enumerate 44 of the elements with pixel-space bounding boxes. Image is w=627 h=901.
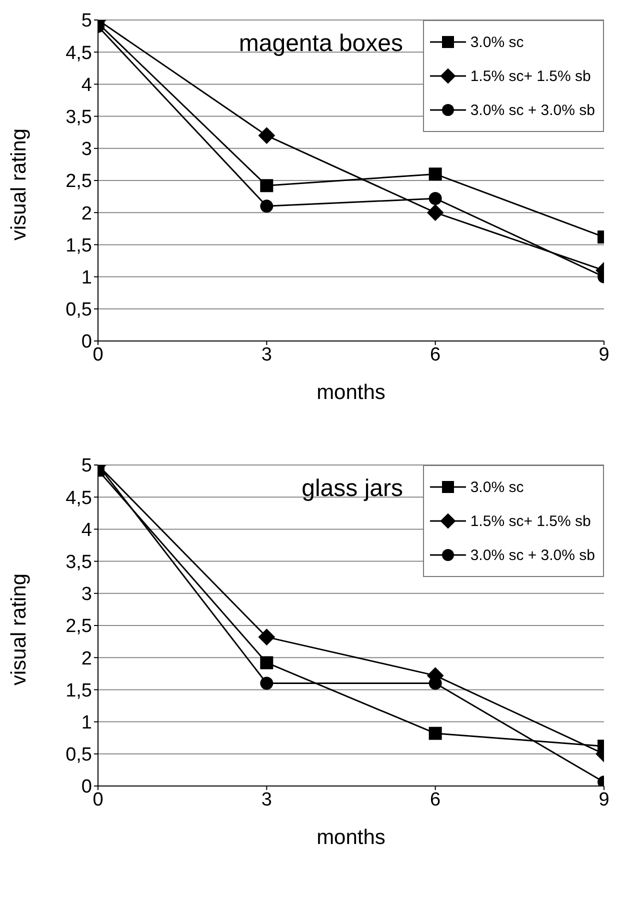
y-tick-label: 2,5 (66, 171, 92, 192)
y-tick-label: 4 (81, 520, 92, 541)
legend-label: 1.5% sc+ 1.5% sb (470, 512, 591, 530)
point (258, 127, 276, 144)
y-tick-label: 3,5 (66, 552, 92, 574)
x-tick-label: 3 (261, 789, 272, 810)
y-axis-title: visual rating (7, 128, 30, 240)
chart-title: glass jars (302, 475, 403, 503)
x-tick-label: 9 (598, 344, 610, 366)
y-tick-label: 4 (81, 74, 92, 96)
legend-label: 3.0% sc + 3.0% sb (470, 546, 595, 564)
legend-label: 3.0% sc (470, 478, 524, 496)
y-tick-label: 4,5 (66, 42, 92, 64)
x-axis-title: months (316, 826, 386, 849)
y-tick-label: 2 (81, 648, 92, 670)
x-axis-title: months (316, 381, 386, 404)
y-tick-label: 5 (81, 10, 92, 32)
y-tick-label: 1,5 (66, 235, 92, 256)
x-tick-label: 6 (430, 789, 441, 810)
y-tick-label: 1,5 (66, 680, 92, 702)
y-tick-label: 2 (81, 203, 92, 224)
point (260, 179, 274, 192)
chart-title: magenta boxes (238, 30, 403, 58)
y-axis-title: visual rating (7, 573, 30, 686)
point (260, 676, 274, 690)
y-tick-label: 1 (81, 268, 92, 289)
y-tick-label: 0,5 (66, 744, 92, 766)
y-tick-label: 0,5 (66, 300, 92, 321)
legend-label: 1.5% sc+ 1.5% sb (470, 68, 591, 84)
x-tick-label: 6 (430, 344, 441, 366)
y-tick-label: 4,5 (66, 488, 92, 509)
y-tick-label: 1 (81, 712, 92, 734)
point (258, 628, 276, 646)
x-tick-label: 9 (598, 789, 610, 810)
y-tick-label: 5 (81, 456, 92, 477)
x-tick-label: 3 (261, 344, 272, 366)
y-tick-label: 3 (81, 584, 92, 606)
y-tick-label: 3,5 (66, 107, 92, 128)
point (428, 168, 442, 181)
y-tick-label: 2,5 (66, 616, 92, 638)
legend-label: 3.0% sc (470, 34, 524, 50)
point (426, 204, 444, 222)
y-tick-label: 3 (81, 139, 92, 160)
legend-label: 3.0% sc + 3.0% sb (470, 102, 595, 118)
